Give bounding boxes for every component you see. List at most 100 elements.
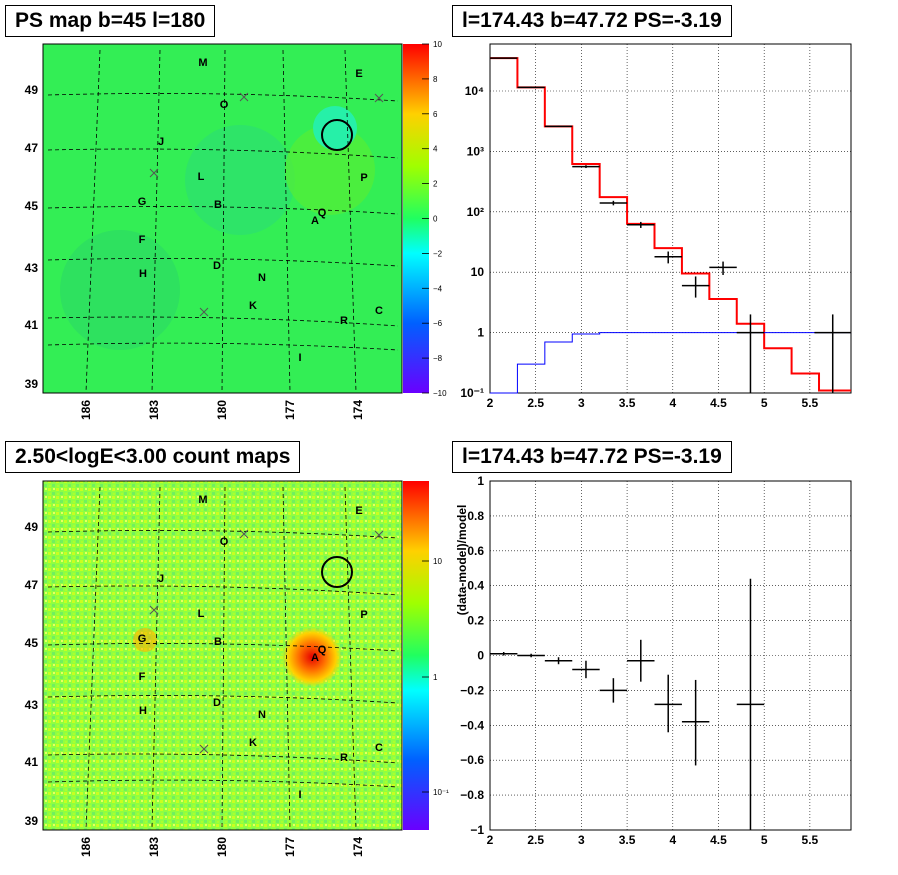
count-map-source-label: F [139,671,146,683]
spectrum-y-tick: 10 [471,265,485,279]
residual-y-tick: 0 [477,649,484,663]
residual-x-tick: 2 [487,833,494,847]
residual-y-tick: −0.6 [460,753,484,767]
spectrum-y-tick: 10³ [467,144,484,158]
spectrum-title: l=174.43 b=47.72 PS=-3.19 [452,5,732,37]
ps-map-colorbar-tick: 4 [433,145,438,154]
ps-map-source-cross [374,93,384,103]
spectrum-x-tick: 2.5 [527,396,544,410]
count-map-lon-gridline [85,486,101,830]
count-map-source-label: B [214,636,222,648]
residual-x-tick: 4.5 [710,833,727,847]
count-map-lat-tick: 43 [25,698,39,712]
residual-x-tick: 3.5 [619,833,636,847]
ps-map-lon-gridline [85,49,101,393]
ps-map-colorbar-tick: −2 [433,249,443,258]
ps-map-texture-blob [185,125,295,235]
count-map-source-label: O [220,536,229,548]
count-map-colorbar-tick: 10 [433,557,442,566]
count-map-source-label: J [158,573,164,585]
count-map-lon-gridline [151,486,161,830]
ps-map-colorbar-tick: −6 [433,319,443,328]
ps-map-lon-tick: 183 [147,400,161,420]
residual-y-tick: −0.4 [460,718,484,732]
count-map-lon-gridline [344,486,357,830]
ps-map-frame [42,43,403,394]
spectrum-x-tick: 2 [487,396,494,410]
ps-map-title: PS map b=45 l=180 [5,5,216,37]
count-map-source-label: L [198,608,205,620]
residual-y-tick: 1 [477,474,484,488]
ps-map-lon-tick: 174 [351,400,365,420]
residual-title: l=174.43 b=47.72 PS=-3.19 [452,441,732,473]
ps-map-colorbar-tick: −8 [433,354,443,363]
ps-map-source-label: K [249,300,257,312]
ps-map-source-label: A [311,215,319,227]
count-map-lat-tick: 39 [25,814,39,828]
ps-map-lat-gridline [47,93,399,102]
ps-map-source-label: P [360,172,367,184]
count-map-lon-gridline [221,486,226,830]
residual-y-tick: −1 [470,823,484,837]
count-map-lat-tick: 41 [25,755,39,769]
ps-map-lon-tick: 177 [283,400,297,420]
count-map-source-cross [199,744,209,754]
ps-map-source-cross [239,92,249,102]
ps-map-roi-circle [321,119,353,151]
count-map-hotspot [282,627,342,687]
count-map-lat-gridline [47,530,399,539]
ps-map-source-label: H [139,268,147,280]
count-map-lon-tick: 177 [283,837,297,857]
ps-map-panel [42,43,429,394]
spectrum-y-tick: 10² [467,205,484,219]
ps-map-source-cross [149,168,159,178]
residual-x-tick: 3 [578,833,585,847]
ps-map-source-label: J [158,136,164,148]
count-map-source-label: P [360,609,367,621]
count-map-source-label: D [213,697,221,709]
ps-map-lat-tick: 47 [25,141,39,155]
count-map-colorbar-tick: 1 [433,673,438,682]
residual-x-tick: 4 [669,833,676,847]
count-map-lat-tick: 45 [25,636,39,650]
count-colorbar [403,481,429,830]
ps-map-source-label: B [214,199,222,211]
count-map-source-cross [149,605,159,615]
ps-map-source-label: G [138,196,147,208]
residual-y-tick: −0.8 [460,788,484,802]
spectrum-series-line [490,332,851,394]
spectrum-frame [489,43,852,394]
count-map-lon-gridline [282,486,291,830]
ps-map-lon-tick: 180 [215,400,229,420]
ps-map-colorbar-tick: −4 [433,284,443,293]
spectrum-x-tick: 3.5 [619,396,636,410]
ps-map-colorbar-tick: 6 [433,110,438,119]
ps-map-lat-tick: 41 [25,318,39,332]
count-map-lat-tick: 49 [25,520,39,534]
ps-map-source-label: L [198,171,205,183]
count-map-lat-tick: 47 [25,578,39,592]
spectrum-y-tick: 10⁴ [465,84,484,98]
ps-map-lat-tick: 49 [25,83,39,97]
spectrum-x-tick: 5.5 [802,396,819,410]
count-map-roi-circle [321,556,353,588]
spectrum-x-tick: 5 [761,396,768,410]
ps-map-texture-blob [285,125,375,215]
ps-map-hotspot [313,106,357,150]
spectrum-x-tick: 4.5 [710,396,727,410]
residual-y-tick: 0.8 [467,509,484,523]
count-map-background [43,481,402,830]
count-map-source-label: C [375,742,383,754]
count-map-source-label: M [198,494,207,506]
ps-map-lat-gridline [47,316,399,327]
ps-map-lon-gridline [151,49,161,393]
spectrum-x-tick: 3 [578,396,585,410]
count-map-source-label: N [258,709,266,721]
count-map-lat-gridline [47,695,399,704]
ps-map-source-label: N [258,272,266,284]
count-map-source-cross [239,529,249,539]
ps-map-colorbar-tick: 0 [433,215,438,224]
count-map-colorbar-tick: 10⁻¹ [433,788,449,797]
count-map-hotspot [133,628,157,652]
